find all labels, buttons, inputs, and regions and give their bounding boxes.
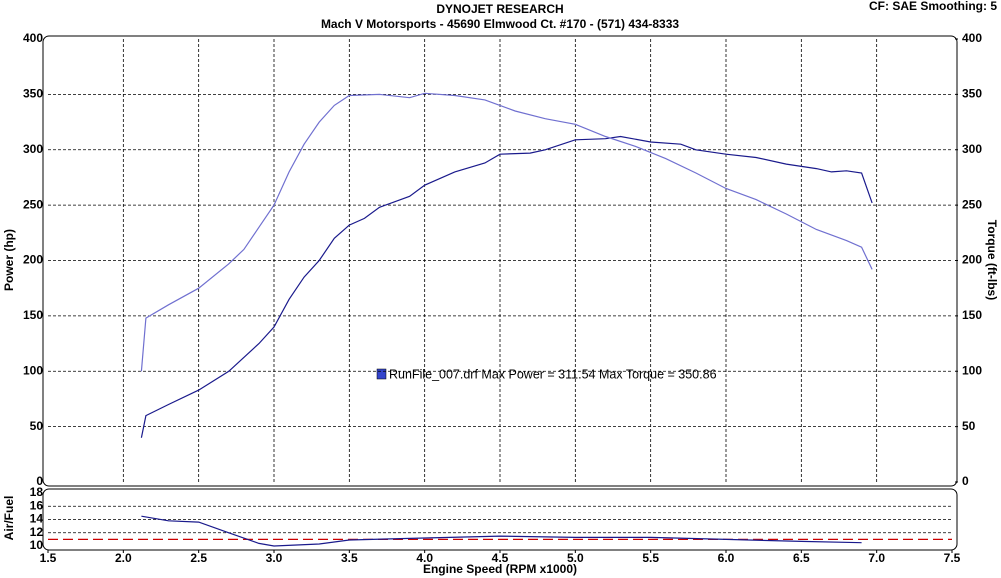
y2-tick-label: 200 — [962, 253, 982, 267]
y2-tick-label: 150 — [962, 308, 982, 322]
data-line — [141, 515, 862, 547]
y-tick-label: 200 — [23, 253, 43, 267]
x-tick-label: 4.5 — [492, 551, 509, 565]
y-tick-label: 12 — [30, 525, 44, 539]
x-tick-label: 7.5 — [944, 551, 961, 565]
y2-tick-label: 100 — [962, 363, 982, 377]
y-tick-label: 150 — [23, 308, 43, 322]
legend-swatch — [376, 368, 387, 380]
x-tick-label: 2.0 — [115, 551, 132, 565]
y-tick-label: 14 — [30, 512, 44, 526]
y-tick-label: 350 — [23, 87, 43, 101]
y2-axis-label: Torque (ft-lbs) — [985, 220, 999, 300]
settings-annotation: CF: SAE Smoothing: 5 — [869, 0, 997, 13]
x-tick-label: 6.5 — [793, 551, 810, 565]
y2-tick-label: 350 — [962, 87, 982, 101]
data-line — [140, 92, 873, 372]
x-tick-label: 4.0 — [416, 551, 433, 565]
x-tick-label: 3.5 — [341, 551, 358, 565]
afr-axis-label: Air/Fuel — [2, 496, 16, 541]
y-tick-label: 100 — [23, 363, 43, 377]
x-tick-label: 3.0 — [266, 551, 283, 565]
data-line — [140, 135, 873, 438]
y-tick-label: 400 — [23, 31, 43, 45]
y-axis-label: Power (hp) — [2, 229, 16, 291]
x-tick-label: 6.0 — [718, 551, 735, 565]
legend-text: RunFile_007.drf Max Power = 311.54 Max T… — [389, 367, 717, 381]
y-tick-label: 50 — [30, 419, 44, 433]
y-tick-label: 16 — [30, 498, 44, 512]
x-tick-label: 7.0 — [868, 551, 885, 565]
y-tick-label: 250 — [23, 197, 43, 211]
y2-tick-label: 50 — [962, 419, 976, 433]
chart-title: DYNOJET RESEARCH — [436, 2, 563, 16]
y-tick-label: 0 — [36, 474, 43, 488]
y-tick-label: 300 — [23, 142, 43, 156]
y2-tick-label: 300 — [962, 142, 982, 156]
chart-subtitle: Mach V Motorsports - 45690 Elmwood Ct. #… — [321, 17, 679, 31]
y2-tick-label: 400 — [962, 31, 982, 45]
y2-tick-label: 250 — [962, 197, 982, 211]
y-tick-label: 10 — [30, 538, 44, 552]
x-tick-label: 2.5 — [190, 551, 207, 565]
x-tick-label: 5.5 — [642, 551, 659, 565]
x-tick-label: 1.5 — [40, 551, 57, 565]
x-axis-label: Engine Speed (RPM x1000) — [423, 562, 577, 576]
y-tick-label: 18 — [30, 485, 44, 499]
y2-tick-label: 0 — [962, 474, 969, 488]
x-tick-label: 5.0 — [567, 551, 584, 565]
